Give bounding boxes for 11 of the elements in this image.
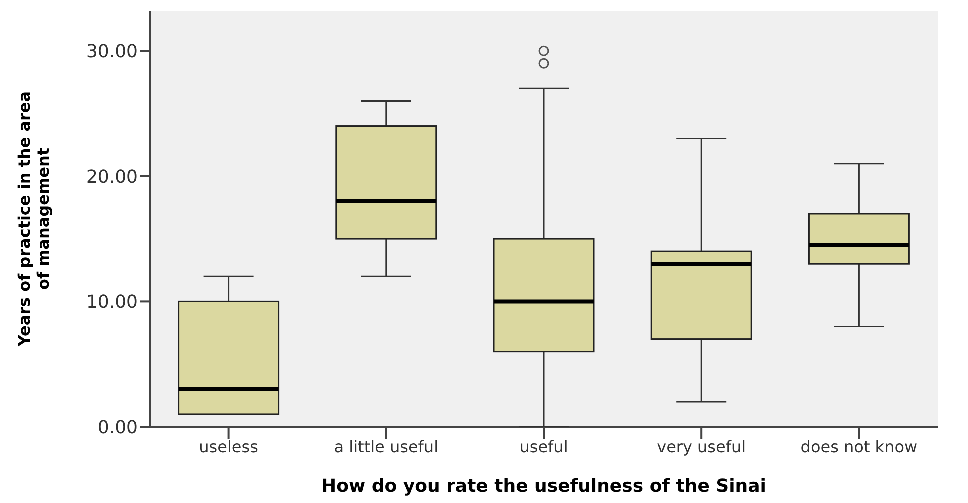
- y-tick-label: 20.00: [86, 166, 138, 188]
- y-tick-label: 10.00: [86, 292, 138, 314]
- x-tick-label: useful: [520, 437, 568, 456]
- x-tick-label: a little useful: [334, 437, 439, 456]
- y-tick-label: 30.00: [86, 41, 138, 62]
- x-tick-label: useless: [199, 437, 258, 456]
- x-tick-label: does not know: [800, 437, 918, 456]
- y-tick-label: 0.00: [98, 417, 138, 438]
- y-axis-title: Years of practice in the area of management: [15, 91, 53, 348]
- x-axis-title: How do you rate the usefulness of the Sinai: [322, 476, 766, 497]
- x-tick-label: very useful: [657, 437, 746, 456]
